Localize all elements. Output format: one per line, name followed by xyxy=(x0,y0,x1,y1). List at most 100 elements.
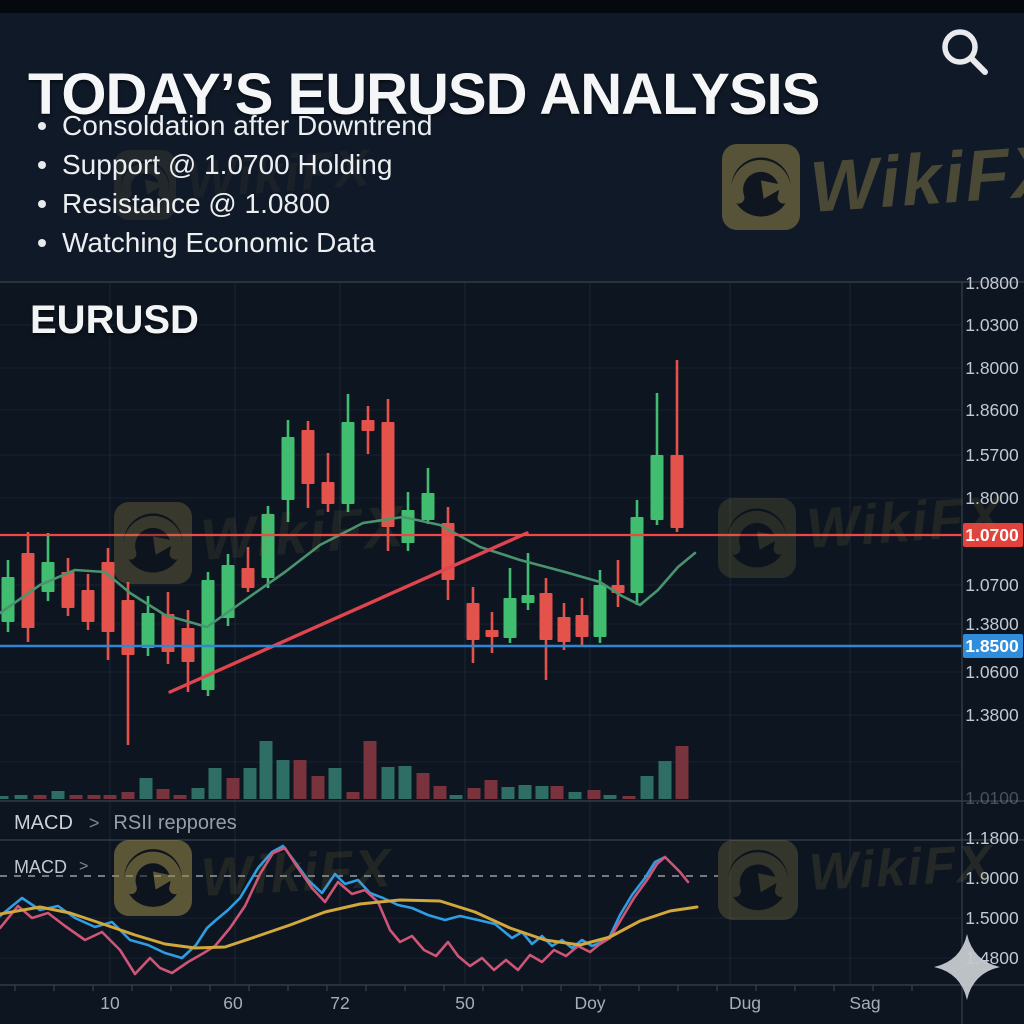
candle-body xyxy=(1,577,15,622)
volume-bar xyxy=(622,796,636,799)
signal-line xyxy=(0,846,690,976)
watermark-eagle-part xyxy=(758,873,784,893)
price-label-support xyxy=(963,634,1023,658)
bullet-text: Support @ 1.0700 Holding xyxy=(62,148,393,180)
volume-bar xyxy=(501,787,515,799)
candle-body xyxy=(557,617,571,642)
watermark-eagle-part xyxy=(727,511,787,555)
candle-body xyxy=(521,595,535,603)
price-axis-label: 1.0300 xyxy=(965,315,1019,335)
candle-body xyxy=(485,630,499,637)
candle-body xyxy=(593,585,607,637)
candle-body xyxy=(503,598,517,638)
time-axis-label: Doy xyxy=(574,993,605,1013)
analysis-bullets: Consoldation after Downtrend Support @ 1… xyxy=(30,106,432,262)
candle-body xyxy=(241,568,255,588)
bullet-dot xyxy=(38,160,46,169)
price-axis-label: 1.0600 xyxy=(965,662,1019,682)
volume-bar xyxy=(363,741,377,799)
price-axis-label: 1.8500 xyxy=(965,636,1019,656)
volume-bar xyxy=(449,795,463,799)
volume-bar xyxy=(69,795,83,799)
watermark-brand-text: WikiFX xyxy=(199,838,394,908)
chevron-right-icon[interactable]: > xyxy=(79,858,89,875)
volume-bar xyxy=(398,766,412,799)
volume-bar xyxy=(640,776,654,799)
volume-bar xyxy=(346,792,360,799)
bullet-dot xyxy=(38,199,46,208)
rsi-row-label[interactable]: RSII reppores xyxy=(113,811,237,834)
price-axis-label: 1.1800 xyxy=(965,828,1019,848)
volume-bar xyxy=(156,789,170,799)
candle-body xyxy=(21,553,35,628)
volume-bar xyxy=(51,791,65,799)
watermark-eagle-part xyxy=(123,851,183,895)
volume-bar xyxy=(173,795,187,799)
candle-body xyxy=(161,614,175,652)
candle-body xyxy=(141,613,155,648)
candle-body xyxy=(61,572,75,608)
volume-bar xyxy=(121,792,135,799)
time-axis-label: Sag xyxy=(849,993,880,1013)
candle-body xyxy=(575,615,589,637)
moving-average-line xyxy=(0,515,697,629)
watermark-eagle-part xyxy=(114,150,176,220)
watermark-brand-text: WikiFX xyxy=(808,130,1024,227)
price-axis-label: 1.8600 xyxy=(965,400,1019,420)
volume-bar xyxy=(416,773,430,799)
bullet-text: Consoldation after Downtrend xyxy=(62,109,433,141)
watermark-eagle-part xyxy=(123,513,183,573)
price-axis-label: 1.5000 xyxy=(965,908,1019,928)
candle-body xyxy=(650,455,664,520)
price-axis-label: 1.0800 xyxy=(965,273,1019,293)
candle-body xyxy=(381,422,395,527)
candle-body xyxy=(121,600,135,655)
price-axis-label: 1.9000 xyxy=(965,868,1019,888)
volume-bar xyxy=(603,795,617,799)
volume-bar xyxy=(33,795,47,799)
watermark-eagle-logo xyxy=(114,502,192,584)
volume-bar xyxy=(658,761,672,799)
time-axis-label: 72 xyxy=(330,993,349,1013)
chevron-right-icon[interactable]: > xyxy=(88,812,100,833)
bullet-text: Watching Economic Data xyxy=(62,226,376,258)
watermark-eagle-logo xyxy=(722,144,800,230)
watermark-eagle-part xyxy=(114,502,192,584)
bullet-item: Resistance @ 1.0800 xyxy=(30,184,432,223)
macd-row-label[interactable]: MACD xyxy=(14,811,73,834)
watermark-eagle-part xyxy=(757,531,783,550)
volume-bar xyxy=(293,760,307,799)
watermark-eagle-part xyxy=(727,849,789,911)
price-axis-label: 1.5700 xyxy=(965,445,1019,465)
volume-bar xyxy=(484,780,498,799)
price-axis-label: 1.3800 xyxy=(965,614,1019,634)
watermark-eagle-part xyxy=(145,179,166,195)
watermark-brand-text: WikiFX xyxy=(804,483,1008,560)
watermark-eagle-part xyxy=(727,852,789,897)
watermark-eagle-part xyxy=(727,508,787,568)
volume-bar xyxy=(276,760,290,799)
watermark-eagle-logo xyxy=(718,840,798,920)
page-title: TODAY’S EURUSD ANALYSIS xyxy=(28,61,820,127)
candle-body xyxy=(341,422,355,504)
price-axis-label: 1.8000 xyxy=(965,488,1019,508)
volume-bar xyxy=(433,786,447,799)
indicator-row: MACD > RSII reppores xyxy=(14,808,237,838)
watermark-brand-text: WikiFX xyxy=(808,834,997,902)
volume-bar xyxy=(568,792,582,799)
volume-bar xyxy=(87,795,101,799)
candle-body xyxy=(421,493,435,520)
volume-bar xyxy=(467,788,481,799)
candle-body xyxy=(221,565,235,618)
search-icon[interactable] xyxy=(936,24,992,80)
macd-line xyxy=(0,844,667,960)
time-axis-label: 50 xyxy=(455,993,475,1013)
price-axis-label: 1.0700 xyxy=(965,575,1019,595)
watermark-eagle-part xyxy=(121,163,169,199)
macd-label-text[interactable]: MACD xyxy=(14,856,67,877)
volume-bar xyxy=(259,741,273,799)
volume-bar xyxy=(243,768,257,799)
candle-body xyxy=(670,455,684,528)
